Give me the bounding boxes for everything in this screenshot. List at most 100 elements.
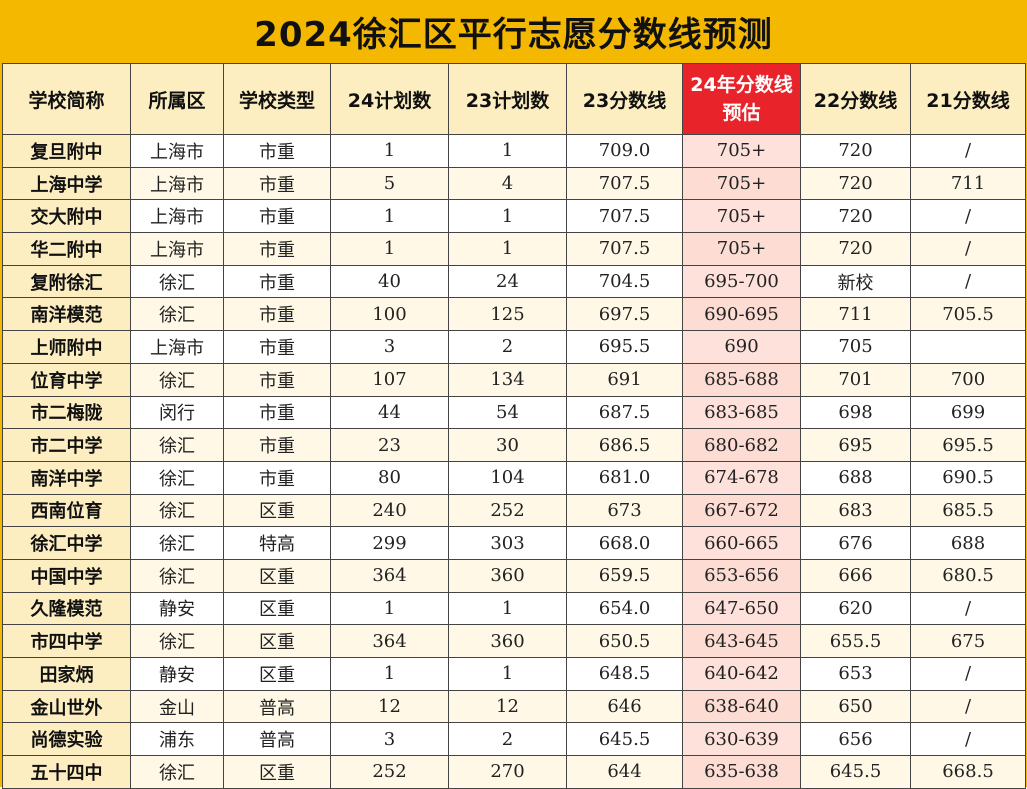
table-row: 市二中学 徐汇 市重 23 30 686.5 680-682 695 695.5 [2, 428, 1026, 462]
cell-type: 市重 [223, 428, 331, 462]
cell-district: 徐汇 [130, 428, 224, 462]
table-row: 上海中学 上海市 市重 5 4 707.5 705+ 720 711 [2, 166, 1026, 201]
cell-score24-estimate: 630-639 [682, 722, 801, 757]
cell-score23: 644 [566, 755, 683, 789]
cell-score21: / [910, 689, 1026, 724]
cell-type: 区重 [223, 657, 331, 691]
cell-school: 位育中学 [2, 362, 131, 397]
cell-plan24: 1 [330, 657, 449, 691]
cell-score22: 新校 [800, 264, 911, 299]
table-row: 上师附中 上海市 市重 3 2 695.5 690 705 [2, 330, 1026, 364]
cell-score24-estimate: 660-665 [682, 526, 801, 560]
cell-plan23: 54 [448, 395, 567, 430]
cell-score23: 704.5 [566, 264, 683, 299]
cell-plan23: 1 [448, 657, 567, 691]
cell-district: 徐汇 [130, 493, 224, 528]
cell-plan24: 5 [330, 166, 449, 201]
cell-plan23: 270 [448, 755, 567, 789]
cell-score22: 720 [800, 232, 911, 266]
cell-score21: 690.5 [910, 460, 1026, 495]
cell-score22: 701 [800, 362, 911, 397]
cell-plan24: 240 [330, 493, 449, 528]
cell-school: 田家炳 [2, 657, 131, 691]
table-row: 复附徐汇 徐汇 市重 40 24 704.5 695-700 新校 / [2, 264, 1026, 299]
cell-score21: / [910, 232, 1026, 266]
cell-score23: 707.5 [566, 232, 683, 266]
table-row: 西南位育 徐汇 区重 240 252 673 667-672 683 685.5 [2, 493, 1026, 528]
cell-district: 上海市 [130, 166, 224, 201]
cell-district: 徐汇 [130, 460, 224, 495]
cell-school: 市二梅陇 [2, 395, 131, 430]
cell-district: 徐汇 [130, 264, 224, 299]
cell-plan23: 360 [448, 558, 567, 593]
page-title: 2024徐汇区平行志愿分数线预测 [254, 14, 773, 55]
cell-district: 静安 [130, 591, 224, 626]
cell-score24-estimate: 685-688 [682, 362, 801, 397]
col-header-score23: 23分数线 [566, 63, 683, 135]
cell-district: 上海市 [130, 232, 224, 266]
cell-school: 上师附中 [2, 330, 131, 364]
cell-score23: 681.0 [566, 460, 683, 495]
cell-district: 闵行 [130, 395, 224, 430]
col-header-score24-estimate: 24年分数线预估 [682, 63, 801, 135]
cell-plan24: 12 [330, 689, 449, 724]
cell-score24-estimate: 705+ [682, 232, 801, 266]
cell-type: 市重 [223, 199, 331, 234]
cell-score24-estimate: 705+ [682, 199, 801, 234]
cell-type: 市重 [223, 362, 331, 397]
cell-plan24: 3 [330, 722, 449, 757]
cell-score21: 711 [910, 166, 1026, 201]
cell-score22: 705 [800, 330, 911, 364]
cell-score23: 707.5 [566, 199, 683, 234]
cell-score21: 705.5 [910, 297, 1026, 332]
table-row: 南洋中学 徐汇 市重 80 104 681.0 674-678 688 690.5 [2, 460, 1026, 495]
cell-plan23: 1 [448, 591, 567, 626]
cell-plan23: 12 [448, 689, 567, 724]
cell-score24-estimate: 690 [682, 330, 801, 364]
cell-score23: 709.0 [566, 134, 683, 168]
cell-score22: 720 [800, 199, 911, 234]
cell-score23: 648.5 [566, 657, 683, 691]
cell-plan23: 360 [448, 624, 567, 658]
cell-district: 上海市 [130, 199, 224, 234]
cell-score24-estimate: 653-656 [682, 558, 801, 593]
cell-school: 南洋中学 [2, 460, 131, 495]
table-row: 市四中学 徐汇 区重 364 360 650.5 643-645 655.5 675 [2, 624, 1026, 658]
cell-school: 中国中学 [2, 558, 131, 593]
col-header-score22: 22分数线 [800, 63, 911, 135]
cell-score21: / [910, 591, 1026, 626]
cell-score22: 698 [800, 395, 911, 430]
score-table: 学校简称 所属区 学校类型 24计划数 23计划数 23分数线 24年分数线预估… [2, 63, 1026, 789]
cell-score21: 700 [910, 362, 1026, 397]
cell-type: 特高 [223, 526, 331, 560]
cell-school: 交大附中 [2, 199, 131, 234]
cell-type: 区重 [223, 755, 331, 789]
table-row: 复旦附中 上海市 市重 1 1 709.0 705+ 720/ [2, 134, 1026, 168]
cell-school: 华二附中 [2, 232, 131, 266]
cell-score21: 680.5 [910, 558, 1026, 593]
cell-school: 南洋模范 [2, 297, 131, 332]
cell-score23: 695.5 [566, 330, 683, 364]
cell-score21: 668.5 [910, 755, 1026, 789]
table-row: 五十四中 徐汇 区重 252 270 644 635-638 645.5 668.5 [2, 755, 1026, 789]
table-row: 位育中学 徐汇 市重 107 134 691 685-688 701 700 [2, 362, 1026, 397]
table-row: 金山世外 金山 普高 12 12 646 638-640 650/ [2, 689, 1026, 724]
cell-plan24: 107 [330, 362, 449, 397]
cell-score21: / [910, 722, 1026, 757]
cell-district: 静安 [130, 657, 224, 691]
cell-score22: 695 [800, 428, 911, 462]
cell-type: 普高 [223, 722, 331, 757]
cell-score23: 673 [566, 493, 683, 528]
cell-type: 区重 [223, 591, 331, 626]
cell-score24-estimate: 695-700 [682, 264, 801, 299]
cell-score22: 676 [800, 526, 911, 560]
table-row: 华二附中 上海市 市重 1 1 707.5 705+ 720/ [2, 232, 1026, 266]
cell-score21: 699 [910, 395, 1026, 430]
cell-school: 市四中学 [2, 624, 131, 658]
cell-score23: 686.5 [566, 428, 683, 462]
cell-score22: 720 [800, 166, 911, 201]
col-header-district: 所属区 [130, 63, 224, 135]
cell-district: 徐汇 [130, 558, 224, 593]
cell-score24-estimate: 647-650 [682, 591, 801, 626]
